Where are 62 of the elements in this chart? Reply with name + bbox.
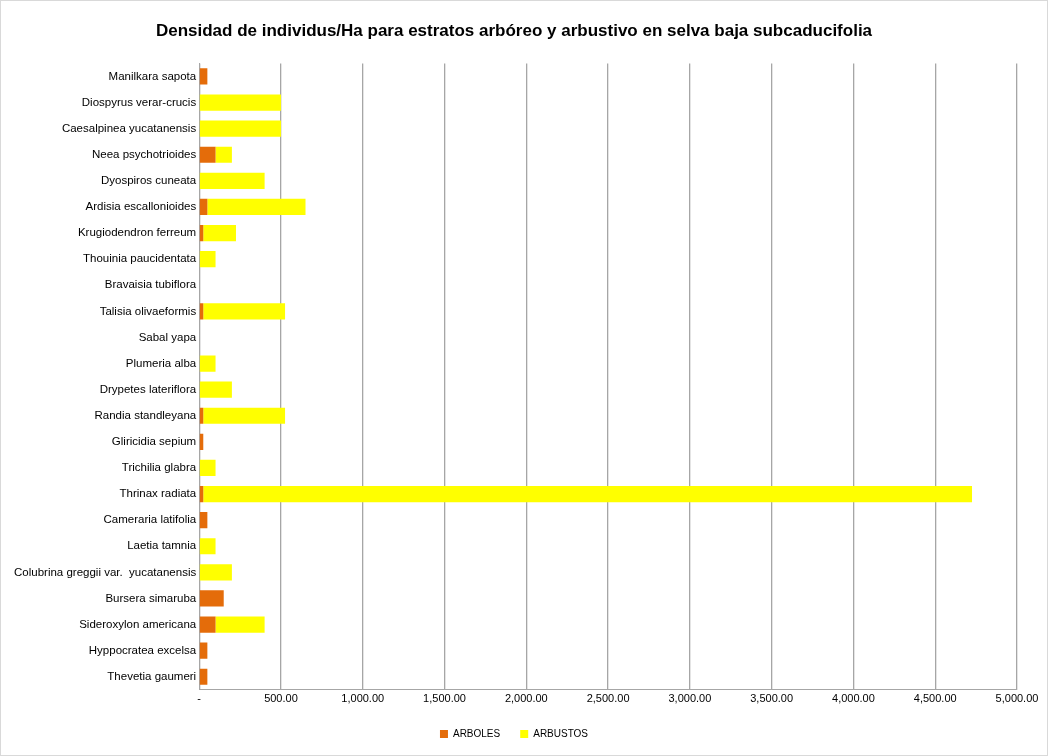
y-tick-label: Randia standleyana <box>94 408 197 421</box>
y-tick-label: Gliricidia sepium <box>111 435 197 448</box>
x-tick-label: 1,000.00 <box>341 692 385 705</box>
bar <box>199 564 232 581</box>
y-tick-label: Neea psychotrioides <box>91 147 197 160</box>
bar <box>207 198 306 216</box>
bar <box>199 381 232 398</box>
bar <box>199 198 208 216</box>
x-tick-label: 4,500.00 <box>913 692 957 705</box>
x-tick-label: 2,500.00 <box>586 692 630 705</box>
x-tick-label: 4,000.00 <box>832 692 875 705</box>
bar <box>199 120 281 137</box>
bar <box>199 355 216 372</box>
legend-label: ARBOLES <box>452 727 501 739</box>
bar <box>203 485 973 503</box>
bar <box>203 224 236 242</box>
bar <box>215 146 232 163</box>
y-tick-label: Cameraria latifolia <box>103 513 197 526</box>
bar <box>199 590 224 607</box>
bar <box>199 642 208 659</box>
y-tick-label: Bravaisia tubiflora <box>104 278 197 291</box>
legend-label: ARBUSTOS <box>533 727 589 739</box>
bar <box>199 94 281 111</box>
y-tick-label: Caesalpinea yucatanensis <box>61 121 197 134</box>
y-tick-label: Thevetia gaumeri <box>107 669 197 682</box>
bar <box>199 251 216 268</box>
x-tick-label: 2,000.00 <box>504 692 548 705</box>
bar <box>199 512 208 529</box>
y-tick-label: Manilkara sapota <box>108 69 197 82</box>
x-tick-label: 3,500.00 <box>750 692 794 705</box>
bar <box>203 407 286 424</box>
x-tick-label: 1,500.00 <box>423 692 466 705</box>
y-tick-label: Trichilia glabra <box>121 461 197 474</box>
x-tick-label: - <box>197 692 202 705</box>
x-tick-label: 500.00 <box>264 692 298 705</box>
y-tick-label: Krugiodendron ferreum <box>77 226 197 239</box>
y-tick-label: Hyppocratea excelsa <box>88 643 197 656</box>
y-tick-label: Sabal yapa <box>138 330 197 343</box>
bar <box>215 616 265 633</box>
y-tick-label: Talisia olivaeformis <box>99 304 197 317</box>
y-tick-label: Drypetes lateriflora <box>99 382 197 395</box>
y-tick-label: Dyospiros cuneata <box>100 174 197 187</box>
x-tick-label: 5,000.00 <box>995 692 1039 705</box>
x-tick-label: 3,000.00 <box>668 692 712 705</box>
bar <box>199 459 216 477</box>
bar <box>199 538 216 555</box>
y-tick-label: Thouinia paucidentata <box>83 252 197 265</box>
y-tick-label: Bursera simaruba <box>105 591 197 604</box>
bar <box>199 616 216 633</box>
bar <box>199 668 208 685</box>
bar <box>203 303 286 320</box>
y-tick-label: Diospyrus verar-crucis <box>81 95 197 108</box>
y-tick-label: Plumeria alba <box>125 356 197 369</box>
y-tick-label: Thrinax radiata <box>119 487 197 500</box>
bar <box>199 146 216 163</box>
y-tick-label: Colubrina greggii var. yucatanensis <box>14 565 197 578</box>
y-tick-label: Ardisia escallonioides <box>85 200 197 213</box>
bar <box>199 68 208 85</box>
y-tick-label: Laetia tamnia <box>127 539 197 552</box>
bar <box>199 172 265 189</box>
chart-title: Densidad de individus/Ha para estratos arbóreo y arbustivo en selva baja subcaducifolia <box>155 20 873 40</box>
y-tick-label: Sideroxylon americana <box>79 617 197 630</box>
